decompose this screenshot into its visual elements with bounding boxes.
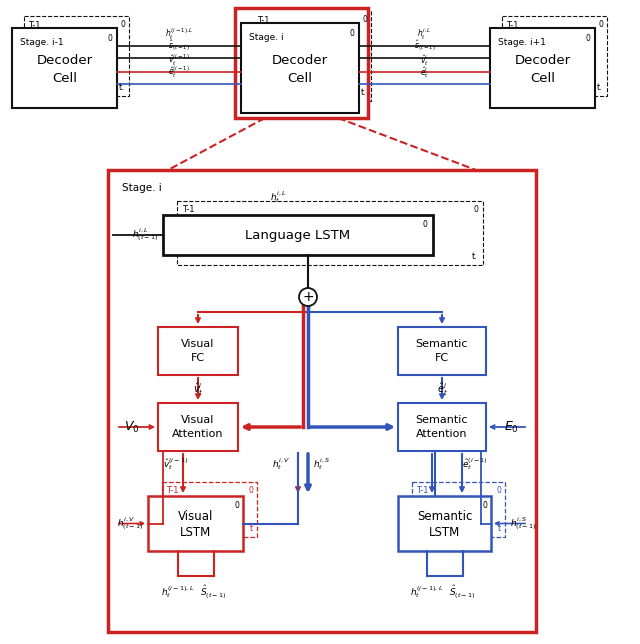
Text: Cell: Cell bbox=[287, 71, 312, 84]
Text: Attention: Attention bbox=[416, 429, 468, 439]
Text: $\hat{v}_t^{(i-1)}$: $\hat{v}_t^{(i-1)}$ bbox=[168, 53, 190, 68]
Text: $\hat{v}_t^i$: $\hat{v}_t^i$ bbox=[420, 53, 429, 68]
Bar bbox=[177, 201, 483, 265]
Text: $\hat{e}_t^{(i-1)}$: $\hat{e}_t^{(i-1)}$ bbox=[462, 456, 488, 472]
Text: FC: FC bbox=[435, 353, 449, 363]
Text: $h_t^{(i-1),L}$: $h_t^{(i-1),L}$ bbox=[161, 584, 194, 600]
Text: Decoder: Decoder bbox=[515, 53, 571, 66]
Text: Semantic: Semantic bbox=[416, 415, 468, 425]
Text: Semantic: Semantic bbox=[416, 339, 468, 349]
Text: Stage. i+1: Stage. i+1 bbox=[498, 38, 546, 47]
Text: Decoder: Decoder bbox=[36, 53, 93, 66]
Bar bbox=[502, 16, 607, 96]
Text: Stage. i: Stage. i bbox=[122, 183, 162, 193]
Text: 0: 0 bbox=[598, 20, 603, 29]
Bar bbox=[412, 482, 505, 537]
Bar bbox=[108, 170, 536, 632]
Text: $\hat{v}_t^i$: $\hat{v}_t^i$ bbox=[193, 381, 204, 397]
Text: $\hat{e}_t^i$: $\hat{e}_t^i$ bbox=[420, 65, 429, 80]
Text: t.: t. bbox=[472, 252, 478, 261]
Text: t: t bbox=[498, 524, 501, 533]
Circle shape bbox=[299, 288, 317, 306]
Text: $h_t^{(i-1),L}$: $h_t^{(i-1),L}$ bbox=[410, 584, 443, 600]
Text: 0: 0 bbox=[248, 486, 253, 495]
Text: LSTM: LSTM bbox=[429, 526, 460, 539]
Text: $h_{(t-1)}^{i,S}$: $h_{(t-1)}^{i,S}$ bbox=[510, 515, 536, 532]
Bar bbox=[490, 28, 595, 108]
Text: Attention: Attention bbox=[172, 429, 224, 439]
Text: Visual: Visual bbox=[181, 339, 214, 349]
Text: $h_{(t-1)}^{i,L}$: $h_{(t-1)}^{i,L}$ bbox=[132, 227, 158, 243]
Text: t: t bbox=[250, 524, 253, 533]
Text: t.: t. bbox=[119, 83, 125, 92]
Text: $\hat{e}_t^{(i-1)}$: $\hat{e}_t^{(i-1)}$ bbox=[168, 64, 190, 80]
Text: 0: 0 bbox=[362, 15, 367, 24]
Text: $\hat{S}_{(t-1)}$: $\hat{S}_{(t-1)}$ bbox=[200, 584, 227, 601]
Text: Stage. i-1: Stage. i-1 bbox=[20, 38, 63, 47]
Text: 0: 0 bbox=[482, 501, 487, 510]
Text: $\hat{s}_{(t-1)}$: $\hat{s}_{(t-1)}$ bbox=[413, 39, 435, 54]
Text: Semantic: Semantic bbox=[417, 510, 472, 523]
Text: $h_t^{(i-1),L}$: $h_t^{(i-1),L}$ bbox=[164, 26, 193, 42]
Text: 0: 0 bbox=[422, 220, 427, 229]
Text: T-1: T-1 bbox=[257, 16, 269, 25]
Text: LSTM: LSTM bbox=[180, 526, 211, 539]
Text: $h_t^{i,S}$: $h_t^{i,S}$ bbox=[313, 456, 330, 472]
Text: T-1: T-1 bbox=[506, 21, 518, 30]
Text: +: + bbox=[302, 290, 314, 304]
Bar bbox=[158, 403, 238, 451]
Bar bbox=[253, 11, 371, 101]
Text: Visual: Visual bbox=[178, 510, 213, 523]
Bar bbox=[148, 496, 243, 551]
Text: Decoder: Decoder bbox=[272, 53, 328, 66]
Text: Cell: Cell bbox=[52, 71, 77, 84]
Text: $h_t^{i,V}$: $h_t^{i,V}$ bbox=[272, 456, 290, 472]
Bar bbox=[398, 496, 491, 551]
Text: 0: 0 bbox=[234, 501, 239, 510]
Bar bbox=[398, 327, 486, 375]
Text: 0: 0 bbox=[107, 34, 112, 43]
Text: T-1: T-1 bbox=[166, 486, 179, 495]
Text: $h_{(t-1)}^{i,V}$: $h_{(t-1)}^{i,V}$ bbox=[116, 515, 143, 532]
Text: $\boldsymbol{V_0}$: $\boldsymbol{V_0}$ bbox=[124, 419, 140, 435]
Bar bbox=[12, 28, 117, 108]
Text: 0: 0 bbox=[349, 29, 354, 38]
Text: 0: 0 bbox=[473, 205, 478, 214]
Text: 0: 0 bbox=[496, 486, 501, 495]
Text: $\hat{e}_t^i$: $\hat{e}_t^i$ bbox=[436, 381, 447, 397]
Bar bbox=[24, 16, 129, 96]
Text: $\boldsymbol{E_0}$: $\boldsymbol{E_0}$ bbox=[504, 419, 519, 435]
Bar bbox=[163, 215, 433, 255]
Text: $\hat{s}_{(t-1)}$: $\hat{s}_{(t-1)}$ bbox=[168, 39, 190, 54]
Text: Visual: Visual bbox=[181, 415, 214, 425]
Text: $h_t^{i,L}$: $h_t^{i,L}$ bbox=[417, 26, 432, 42]
Text: Stage. i: Stage. i bbox=[249, 33, 284, 42]
Bar bbox=[158, 327, 238, 375]
Bar bbox=[162, 482, 257, 537]
Text: T-1: T-1 bbox=[28, 21, 40, 30]
Text: 0: 0 bbox=[585, 34, 590, 43]
Text: T-1: T-1 bbox=[182, 205, 195, 214]
Text: Cell: Cell bbox=[530, 71, 555, 84]
Bar bbox=[241, 23, 359, 113]
Text: Language LSTM: Language LSTM bbox=[245, 229, 351, 242]
Text: T-1: T-1 bbox=[416, 486, 429, 495]
Text: $\hat{S}_{(t-1)}$: $\hat{S}_{(t-1)}$ bbox=[449, 584, 476, 601]
Bar bbox=[235, 8, 368, 118]
Text: FC: FC bbox=[191, 353, 205, 363]
Text: $h_t^{i,L}$: $h_t^{i,L}$ bbox=[269, 189, 286, 205]
Text: 0: 0 bbox=[120, 20, 125, 29]
Text: t.: t. bbox=[597, 83, 603, 92]
Text: t.: t. bbox=[361, 88, 367, 97]
Bar bbox=[398, 403, 486, 451]
Text: $\hat{v}_t^{(i-1)}$: $\hat{v}_t^{(i-1)}$ bbox=[163, 456, 188, 472]
